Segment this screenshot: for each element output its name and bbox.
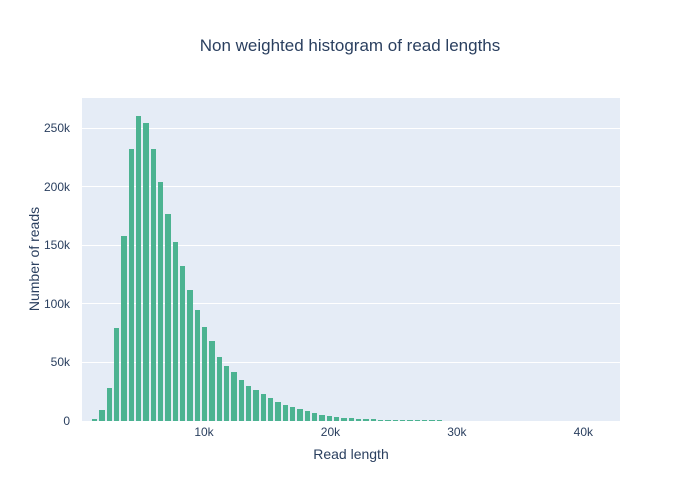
histogram-bar bbox=[385, 419, 391, 421]
histogram-bar bbox=[348, 418, 355, 421]
histogram-bar bbox=[143, 123, 149, 421]
y-tick-label: 50k bbox=[50, 355, 70, 370]
histogram-bar bbox=[282, 404, 289, 421]
gridline bbox=[82, 303, 620, 305]
histogram-bar bbox=[392, 420, 399, 421]
x-axis-title: Read length bbox=[313, 446, 389, 462]
gridline bbox=[82, 127, 620, 129]
histogram-bar bbox=[334, 417, 340, 421]
histogram-bar bbox=[297, 409, 303, 421]
histogram-bar bbox=[378, 419, 384, 421]
histogram-bar bbox=[106, 388, 113, 421]
y-tick-label: 150k bbox=[43, 238, 70, 253]
histogram-bar bbox=[370, 419, 377, 421]
histogram-bar bbox=[253, 389, 259, 421]
x-tick-label: 20k bbox=[320, 425, 341, 439]
histogram-bar bbox=[136, 116, 142, 421]
histogram-bar bbox=[400, 420, 406, 421]
histogram-bar bbox=[436, 420, 443, 421]
y-tick-label: 250k bbox=[43, 121, 70, 135]
histogram-bar bbox=[246, 385, 252, 421]
histogram-bar bbox=[341, 417, 347, 421]
histogram-bar bbox=[209, 341, 215, 421]
histogram-bar bbox=[187, 289, 193, 421]
histogram-bar bbox=[238, 379, 245, 421]
histogram-bar bbox=[363, 419, 369, 421]
histogram-bar bbox=[268, 398, 274, 421]
histogram-bar bbox=[312, 413, 318, 421]
histogram-bar bbox=[165, 213, 171, 421]
plot-area[interactable] bbox=[82, 98, 620, 421]
y-tick-label: 200k bbox=[43, 179, 70, 194]
histogram-bar bbox=[172, 241, 179, 421]
y-tick-label: 0 bbox=[63, 414, 70, 428]
histogram-bar bbox=[158, 181, 164, 421]
histogram-bar bbox=[128, 149, 135, 421]
histogram-bar bbox=[224, 365, 230, 421]
histogram-bar bbox=[180, 266, 186, 421]
y-axis-ticks: 0 50k 100k 150k 200k 250k bbox=[0, 98, 76, 428]
x-axis-ticks: 10k 20k 30k 40k bbox=[82, 421, 620, 441]
chart-title: Non weighted histogram of read lengths bbox=[199, 36, 501, 55]
histogram-bar bbox=[99, 410, 105, 421]
x-tick-label: 30k bbox=[447, 425, 467, 439]
x-tick-label: 10k bbox=[194, 425, 214, 439]
histogram-bar bbox=[150, 149, 157, 421]
histogram-bar bbox=[231, 371, 237, 421]
histogram-bar bbox=[414, 420, 421, 421]
histogram-bar bbox=[429, 420, 435, 421]
y-tick-label: 100k bbox=[43, 296, 70, 311]
histogram-bar bbox=[216, 356, 223, 421]
gridline bbox=[82, 361, 620, 363]
histogram-bar bbox=[194, 309, 201, 421]
histogram-bar bbox=[319, 414, 325, 421]
histogram-bar bbox=[407, 420, 413, 421]
histogram-bar bbox=[326, 415, 333, 421]
gridline bbox=[82, 244, 620, 246]
histogram-bar bbox=[290, 406, 296, 421]
gridline bbox=[82, 186, 620, 188]
histogram-bar bbox=[202, 327, 208, 421]
histogram-bar bbox=[260, 394, 267, 421]
histogram-bar bbox=[422, 420, 428, 421]
histogram-bar bbox=[92, 418, 98, 421]
histogram-bar bbox=[304, 411, 311, 421]
histogram-bar bbox=[356, 418, 362, 421]
x-tick-label: 40k bbox=[573, 425, 594, 439]
histogram-bar bbox=[114, 328, 120, 421]
y-axis-title: Number of reads bbox=[26, 206, 42, 312]
histogram-bar bbox=[121, 235, 127, 421]
histogram-bar bbox=[275, 401, 281, 421]
